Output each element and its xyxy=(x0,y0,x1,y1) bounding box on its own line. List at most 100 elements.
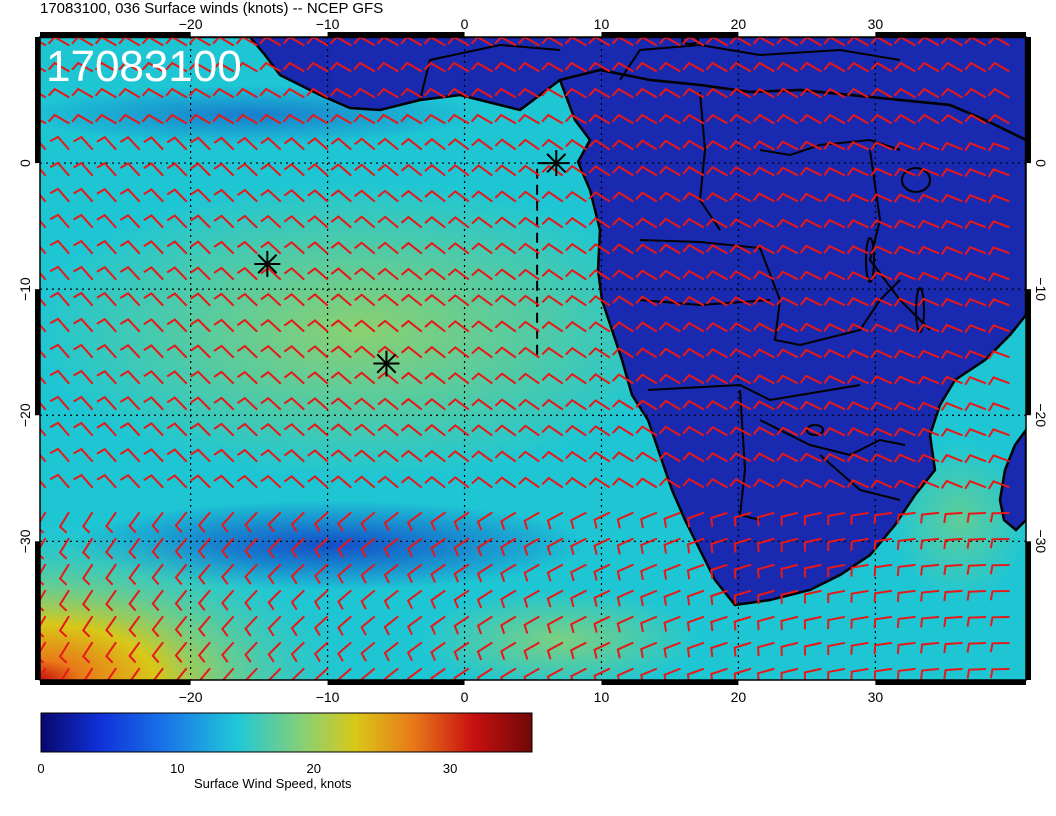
wind-barb xyxy=(360,563,376,584)
wind-barb xyxy=(705,113,728,125)
wind-barb xyxy=(197,589,211,611)
wind-barb xyxy=(354,241,376,255)
wind-barb xyxy=(523,641,540,660)
wind-barb xyxy=(447,87,470,99)
wind-barb xyxy=(541,372,564,385)
wind-barb xyxy=(260,474,282,489)
wind-barb xyxy=(306,87,329,99)
wind-barb xyxy=(776,400,799,411)
wind-barb xyxy=(40,511,47,534)
wind-barb xyxy=(729,452,752,463)
wind-barb xyxy=(616,615,634,633)
wind-barb xyxy=(964,271,987,282)
wind-barb xyxy=(307,423,329,437)
wind-barb xyxy=(221,589,235,611)
wind-barb xyxy=(870,113,893,125)
wind-barb xyxy=(166,162,188,177)
wind-barb xyxy=(682,477,705,489)
wind-barb xyxy=(244,563,258,585)
wind-barb xyxy=(752,113,775,125)
wind-barb xyxy=(917,479,940,489)
wind-barb xyxy=(40,667,47,680)
lon-tick-label-top: 10 xyxy=(594,16,610,32)
axis-bar xyxy=(35,541,40,680)
wind-barb xyxy=(658,373,681,385)
wind-barb xyxy=(870,167,893,177)
wind-barb xyxy=(729,374,752,385)
wind-barb xyxy=(658,269,681,281)
wind-barb xyxy=(917,245,940,255)
wind-barb xyxy=(143,214,164,229)
wind-barb xyxy=(500,667,517,680)
wind-barb xyxy=(283,267,305,281)
wind-barb xyxy=(850,667,869,680)
wind-barb xyxy=(476,667,493,680)
wind-barb xyxy=(235,37,258,47)
lon-tick-label-bottom: −10 xyxy=(316,689,340,705)
wind-barb xyxy=(611,61,634,73)
wind-barb xyxy=(143,370,164,385)
wind-barb xyxy=(424,397,446,411)
wind-barb xyxy=(588,217,611,229)
wind-barb xyxy=(330,423,352,437)
wind-barb xyxy=(129,667,141,680)
wind-barb xyxy=(870,349,893,359)
wind-barb xyxy=(58,511,70,534)
wind-barb xyxy=(733,615,752,631)
asterisk-marker xyxy=(254,250,281,277)
wind-barb xyxy=(49,421,70,437)
wind-barb xyxy=(518,294,540,307)
wind-barb xyxy=(406,589,423,610)
wind-barb xyxy=(799,37,822,47)
lat-tick-label-left: −20 xyxy=(17,403,33,427)
border-line xyxy=(868,149,931,331)
wind-barb xyxy=(494,138,517,151)
wind-barb xyxy=(780,563,799,578)
wind-barb xyxy=(400,241,423,255)
wind-barb xyxy=(663,641,681,658)
axis-bars xyxy=(35,32,1031,685)
wind-barb xyxy=(40,297,47,307)
wind-barb xyxy=(47,61,70,73)
wind-barb xyxy=(799,296,822,307)
wind-barb xyxy=(49,343,70,359)
wind-barb xyxy=(260,292,282,307)
wind-barb xyxy=(447,216,470,229)
wind-barb xyxy=(518,424,540,437)
lat-tick-label-right: −20 xyxy=(1033,403,1049,427)
wind-barb xyxy=(518,320,540,333)
wind-barb xyxy=(447,61,470,73)
wind-barb xyxy=(476,511,493,531)
wind-barb xyxy=(541,164,564,177)
wind-barb xyxy=(987,350,1010,360)
wind-barb xyxy=(593,615,611,633)
wind-barb xyxy=(213,370,235,385)
axis-bar xyxy=(327,32,465,37)
wind-barb xyxy=(81,511,94,534)
wind-barb xyxy=(96,317,117,333)
wind-barb xyxy=(377,475,399,489)
wind-barb xyxy=(987,428,1010,438)
wind-barb xyxy=(119,370,141,385)
wind-barb xyxy=(354,137,376,151)
wind-barb xyxy=(964,349,987,360)
wind-barb xyxy=(40,375,47,385)
wind-barb xyxy=(290,667,305,680)
wind-barb xyxy=(588,113,611,125)
wind-barb xyxy=(330,293,352,307)
wind-barb xyxy=(823,296,846,307)
wind-barb xyxy=(940,427,963,438)
wind-barb xyxy=(846,297,869,307)
wind-barb xyxy=(40,167,47,177)
asterisk-marker xyxy=(543,150,570,177)
wind-barb xyxy=(471,450,493,463)
wind-barb xyxy=(73,187,94,203)
wind-barb xyxy=(752,166,775,177)
axis-bar xyxy=(601,32,739,37)
wind-barb xyxy=(73,395,94,411)
wind-barb xyxy=(143,266,164,281)
wind-barb xyxy=(940,193,963,204)
wind-barb xyxy=(40,479,47,489)
lake-malawi xyxy=(915,287,925,333)
wind-barb xyxy=(494,164,517,177)
